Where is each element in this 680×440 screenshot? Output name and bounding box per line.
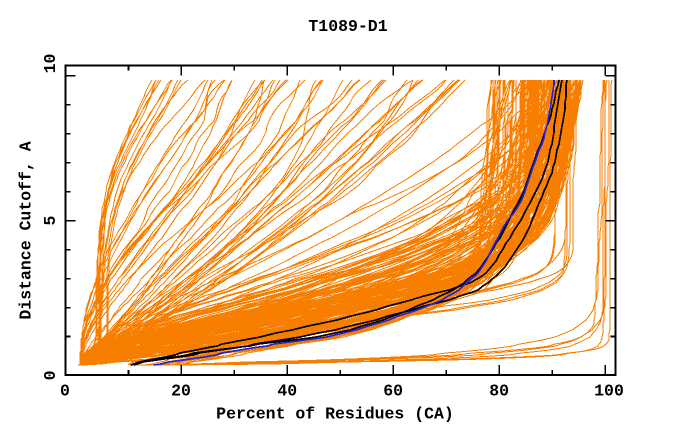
svg-text:80: 80: [489, 382, 509, 401]
svg-text:5: 5: [41, 216, 60, 226]
svg-text:20: 20: [171, 382, 191, 401]
svg-text:0: 0: [41, 370, 60, 380]
svg-text:Distance Cutoff, A: Distance Cutoff, A: [17, 141, 36, 319]
svg-text:Percent of Residues (CA): Percent of Residues (CA): [216, 405, 454, 424]
svg-text:0: 0: [60, 382, 70, 401]
svg-text:10: 10: [41, 54, 60, 74]
svg-text:100: 100: [594, 382, 624, 401]
svg-text:T1089-D1: T1089-D1: [308, 17, 387, 36]
svg-text:40: 40: [277, 382, 297, 401]
svg-text:60: 60: [383, 382, 403, 401]
